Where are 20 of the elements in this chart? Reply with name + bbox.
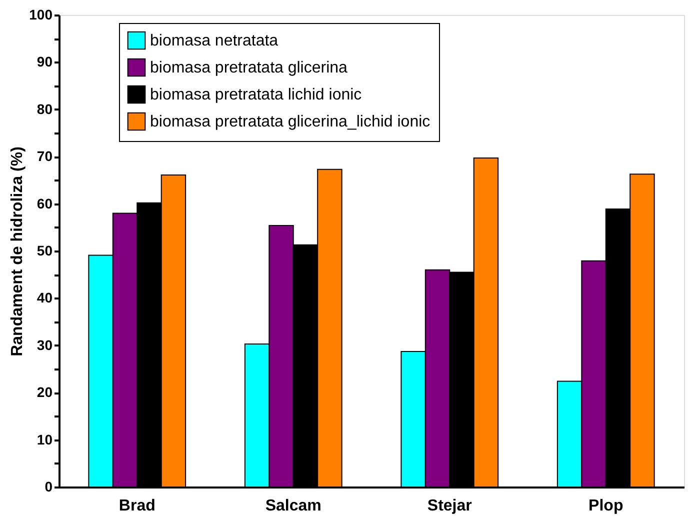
y-tick-label: 30: [36, 336, 53, 353]
x-tick-label: Stejar: [427, 498, 472, 514]
y-tick-label: 0: [44, 478, 53, 494]
x-tick-label: Salcam: [265, 498, 322, 514]
y-tick-label: 20: [36, 384, 53, 400]
y-tick-label: 70: [36, 148, 53, 164]
y-tick-label: 80: [36, 100, 53, 117]
x-tick-label: Plop: [588, 498, 624, 514]
y-tick-label: 10: [36, 431, 53, 448]
y-axis-title: Randament de hidroliza (%): [9, 146, 26, 356]
y-tick-label: 100: [29, 6, 53, 22]
legend-label: biomasa netratata: [150, 32, 278, 50]
legend-label: biomasa pretratata glicerina_lichid ionic: [150, 114, 430, 130]
y-tick-label: 40: [36, 290, 53, 306]
y-tick-label: 60: [36, 195, 53, 212]
y-tick-label: 90: [36, 54, 53, 70]
legend-label: biomasa pretratata lichid ionic: [150, 86, 362, 104]
y-tick-label: 50: [36, 242, 53, 258]
x-tick-label: Brad: [118, 498, 156, 514]
legend-label: biomasa pretratata glicerina: [150, 60, 348, 76]
